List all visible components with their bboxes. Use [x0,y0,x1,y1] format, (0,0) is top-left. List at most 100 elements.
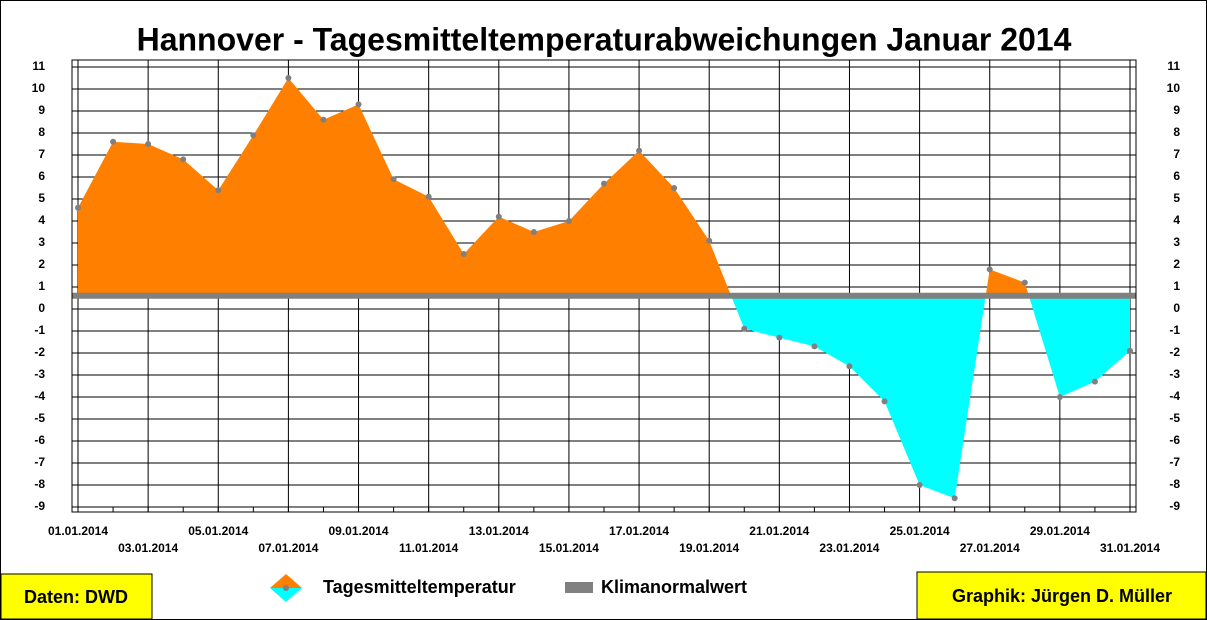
y-tick-label: -7 [34,455,45,469]
plot-border [71,59,1137,513]
point [215,187,222,194]
y-tick-label: 10 [32,81,46,95]
chart-title: Hannover - Tagesmitteltemperaturabweichu… [137,21,1072,57]
point [811,343,818,350]
x-tick-label: 27.01.2014 [960,541,1020,555]
point [916,482,923,488]
y2-tick-label: 2 [1173,257,1180,271]
point [355,101,362,108]
source: Daten: DWD [24,587,128,607]
y2-tick-label: -4 [1169,389,1180,403]
y-tick-label: 1 [38,279,45,293]
x-tick-label: 05.01.2014 [188,524,248,538]
point [460,251,467,257]
y2-tick-label: -5 [1169,411,1180,425]
x-tick-label: 25.01.2014 [890,524,950,538]
x-tick-label: 15.01.2014 [539,541,599,555]
point [320,116,327,123]
y2-tick-label: 1 [1173,279,1180,293]
x-tick-label: 03.01.2014 [118,541,178,555]
point [250,132,257,139]
x-tick-label: 21.01.2014 [749,524,809,538]
x-tick-label: 09.01.2014 [329,524,389,538]
y2-tick-label: -9 [1169,499,1180,513]
legend-icon [283,585,289,591]
x-tick-label: 07.01.2014 [258,541,318,555]
y2-tick-label: 8 [1173,125,1180,139]
y-tick-label: 6 [38,169,45,183]
y-tick-label: -8 [34,477,45,491]
y-tick-label: -9 [34,499,45,513]
point [1056,394,1063,400]
y2-tick-label: 7 [1173,147,1180,161]
y-tick-label: 11 [32,59,45,73]
area-below [78,295,1130,499]
y2-tick-label: -2 [1169,345,1180,359]
x-tick-label: 29.01.2014 [1030,524,1090,538]
point [1091,378,1098,385]
y2-tick-label: 4 [1173,213,1180,227]
y-tick-label: 7 [38,147,45,161]
point [425,193,432,200]
legend-icon [270,588,302,602]
point [776,334,783,341]
source-box [0,573,153,620]
x-tick-label: 11.01.2014 [399,541,459,555]
y-tick-label: 2 [38,257,45,271]
y-tick-label: 5 [38,191,45,205]
legend-label: Klimanormalwert [601,577,747,597]
x-tick-label: 23.01.2014 [819,541,879,555]
legend-icon [565,582,593,593]
point [180,156,187,163]
y2-tick-label: 9 [1173,103,1180,117]
point [671,185,678,191]
credit-box [916,571,1207,620]
point [565,218,572,224]
point [110,138,117,145]
y-tick-label: 8 [38,125,45,139]
y-tick-label: -2 [34,345,45,359]
point [741,325,748,332]
point [285,75,292,81]
point [636,147,643,154]
point [706,237,713,244]
y2-tick-label: -8 [1169,477,1180,491]
y-tick-label: -5 [34,411,45,425]
y-tick-label: 0 [38,301,45,315]
y2-tick-label: -3 [1169,367,1180,381]
point [601,180,607,187]
point [530,229,537,235]
point [75,204,81,211]
point [986,266,993,273]
x-tick-label: 17.01.2014 [609,524,669,538]
y-tick-label: 4 [38,213,45,227]
y-tick-label: -1 [34,323,45,337]
y2-tick-label: 5 [1173,191,1180,205]
legend-icon [270,574,302,588]
y2-tick-label: 10 [1167,81,1181,95]
point [495,213,502,220]
x-tick-label: 13.01.2014 [469,524,529,538]
y-tick-label: 3 [38,235,45,249]
area-above [78,78,1130,296]
point [1127,347,1133,354]
y2-tick-label: -1 [1169,323,1180,337]
point [881,398,888,405]
credit: Graphik: Jürgen D. Müller [952,586,1172,606]
x-tick-label: 01.01.2014 [48,524,108,538]
legend-label: Tagesmitteltemperatur [323,577,516,597]
y-tick-label: -3 [34,367,45,381]
y2-tick-label: 6 [1173,169,1180,183]
point [145,141,152,147]
y2-tick-label: 3 [1173,235,1180,249]
y-tick-label: -4 [34,389,45,403]
y2-tick-label: -7 [1169,455,1180,469]
y2-tick-label: 0 [1173,301,1180,315]
y2-tick-label: -6 [1169,433,1180,447]
y-tick-label: 9 [38,103,45,117]
y-tick-label: -6 [34,433,45,447]
x-tick-label: 19.01.2014 [679,541,739,555]
x-tick-label: 31.01.2014 [1100,541,1160,555]
point [390,176,397,183]
